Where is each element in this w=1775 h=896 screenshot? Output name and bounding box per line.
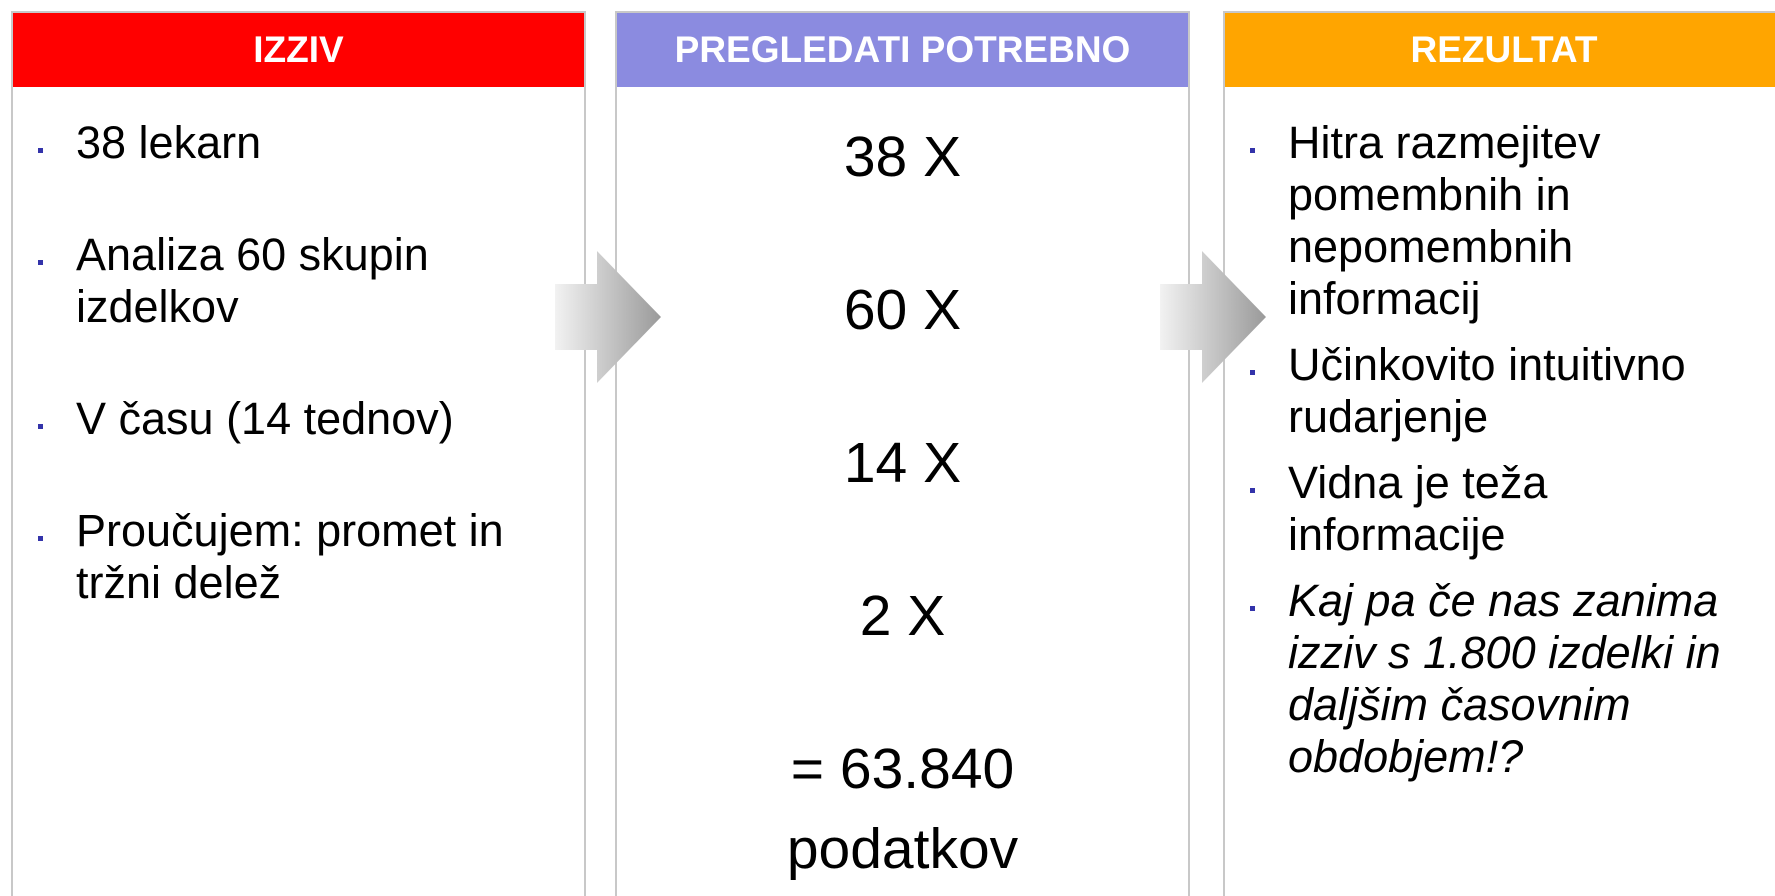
item-list: 38 lekarn Analiza 60 skupin izdelkov V čas… [13, 87, 584, 609]
item-list: 38 X 60 X 14 X 2 X = 63.840 podatkov [617, 87, 1188, 882]
list-item: Analiza 60 skupin izdelkov [38, 229, 544, 333]
item-list: Hitra razmejitev pomembnih in nepomembni… [1225, 87, 1775, 783]
column: IZZIV 38 lekarn Analiza 60 skupin izdelko… [11, 11, 586, 896]
list-item: Kaj pa če nas zanima izziv s 1.800 izdel… [1250, 575, 1773, 783]
list-item: Vidna je teža informacije [1250, 457, 1773, 561]
column-header: REZULTAT [1225, 13, 1775, 87]
list-item: = 63.840 podatkov [786, 737, 1019, 881]
column: REZULTAT Hitra razmejitev pomembnih in n… [1223, 11, 1775, 896]
list-item: 38 X [843, 125, 962, 189]
arrow [555, 251, 661, 383]
list-item: Proučujem: promet in tržni delež [38, 505, 544, 609]
arrow [1160, 251, 1266, 383]
list-item: 60 X [843, 278, 962, 342]
list-item: V času (14 tednov) [38, 393, 544, 445]
list-item: Učinkovito intuitivno rudarjenje [1250, 339, 1773, 443]
column-header: PREGLEDATI POTREBNO [617, 13, 1188, 87]
list-item: 38 lekarn [38, 117, 544, 169]
list-item: 14 X [843, 431, 962, 495]
column-header: IZZIV [13, 13, 584, 87]
list-item: Hitra razmejitev pomembnih in nepomembni… [1250, 117, 1773, 325]
list-item: 2 X [859, 584, 946, 648]
column: PREGLEDATI POTREBNO 38 X 60 X 14 X 2 X = 63.… [615, 11, 1190, 896]
